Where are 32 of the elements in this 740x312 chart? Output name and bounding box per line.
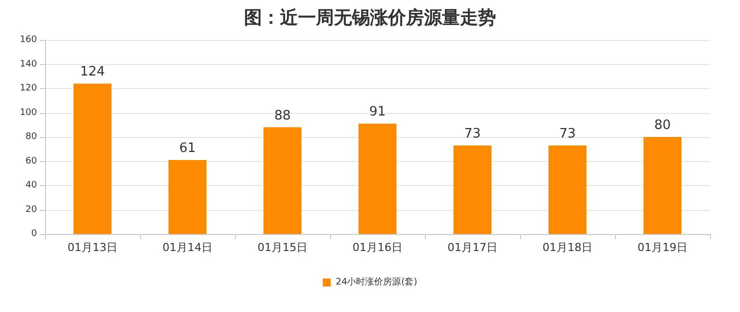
- x-tick-label: 01月19日: [638, 241, 688, 254]
- y-tick-label: 120: [20, 84, 38, 94]
- y-tick-label: 100: [20, 108, 38, 118]
- data-label: 73: [464, 126, 481, 142]
- bar: [454, 145, 492, 234]
- bar: [74, 84, 112, 234]
- y-tick-label: 20: [26, 204, 38, 215]
- data-label: 80: [654, 118, 671, 133]
- y-tick-label: 60: [26, 156, 38, 166]
- legend-label: 24小时涨价房源(套): [336, 276, 418, 288]
- x-tick-label: 01月17日: [448, 241, 498, 254]
- data-label: 124: [80, 64, 105, 80]
- bar: [264, 127, 302, 234]
- bar: [168, 160, 206, 234]
- chart-title: 图：近一周无锡涨价房源量走势: [244, 8, 496, 28]
- y-tick-label: 160: [20, 35, 38, 45]
- y-tick-label: 0: [31, 229, 38, 239]
- y-tick-label: 140: [20, 59, 38, 70]
- y-tick-label: 40: [26, 180, 38, 190]
- y-tick-label: 80: [26, 132, 38, 142]
- bar: [358, 124, 396, 234]
- bar: [644, 137, 682, 234]
- data-label: 91: [369, 104, 386, 120]
- data-label: 88: [274, 108, 291, 124]
- x-tick-label: 01月16日: [352, 241, 402, 254]
- bar: [548, 145, 586, 234]
- data-label: 61: [179, 141, 196, 156]
- x-tick-label: 01月18日: [542, 241, 592, 254]
- data-label: 73: [559, 126, 576, 142]
- x-tick-label: 01月14日: [162, 241, 212, 254]
- x-tick-label: 01月15日: [258, 241, 308, 254]
- x-tick-label: 01月13日: [68, 241, 118, 254]
